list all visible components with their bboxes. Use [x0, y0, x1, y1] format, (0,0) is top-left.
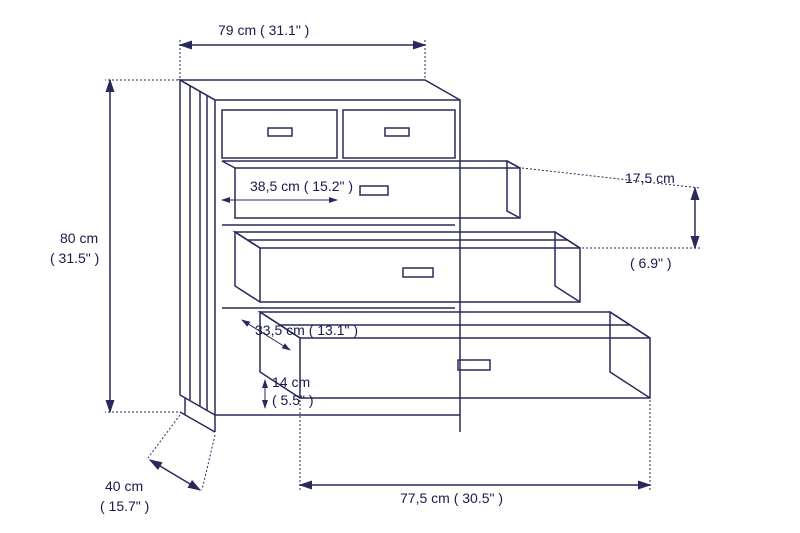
dim-gap-cm: 14 cm [272, 374, 310, 390]
dim-drawer-depth: 33,5 cm ( 13.1" ) [255, 322, 358, 338]
dim-drawer-h-in: ( 6.9" ) [630, 255, 672, 271]
dim-depth-cm: 40 cm [105, 478, 143, 494]
dim-height-in: ( 31.5" ) [50, 250, 99, 266]
furniture-dimension-diagram: 79 cm ( 31.1" ) 80 cm ( 31.5" ) 40 cm ( … [0, 0, 800, 533]
dim-small-drawer: 38,5 cm ( 15.2" ) [250, 178, 353, 194]
dim-drawer-width: 77,5 cm ( 30.5" ) [400, 490, 503, 506]
diagram-svg [0, 0, 800, 533]
dim-depth-in: ( 15.7" ) [100, 498, 149, 514]
dim-height-cm: 80 cm [60, 230, 98, 246]
dim-width-top: 79 cm ( 31.1" ) [218, 22, 309, 38]
dim-gap-in: ( 5.5" ) [272, 392, 314, 408]
dim-drawer-h-cm: 17,5 cm [625, 170, 675, 186]
